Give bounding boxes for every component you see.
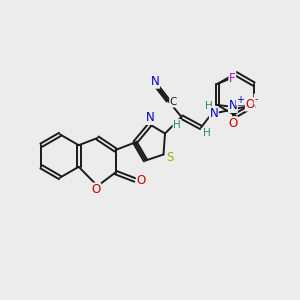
Text: F: F — [229, 71, 236, 85]
Text: S: S — [167, 151, 174, 164]
Text: C: C — [170, 97, 177, 107]
Text: H: H — [202, 128, 210, 139]
Text: O: O — [136, 173, 146, 187]
Text: O: O — [245, 98, 255, 111]
Text: N: N — [146, 111, 154, 124]
Text: -: - — [254, 94, 258, 104]
Text: H: H — [173, 119, 181, 130]
Text: N: N — [151, 75, 160, 88]
Text: N: N — [229, 99, 237, 112]
Text: N: N — [209, 107, 218, 120]
Text: +: + — [236, 95, 244, 105]
Text: O: O — [228, 117, 238, 130]
Text: H: H — [205, 100, 212, 111]
Text: O: O — [92, 183, 100, 196]
